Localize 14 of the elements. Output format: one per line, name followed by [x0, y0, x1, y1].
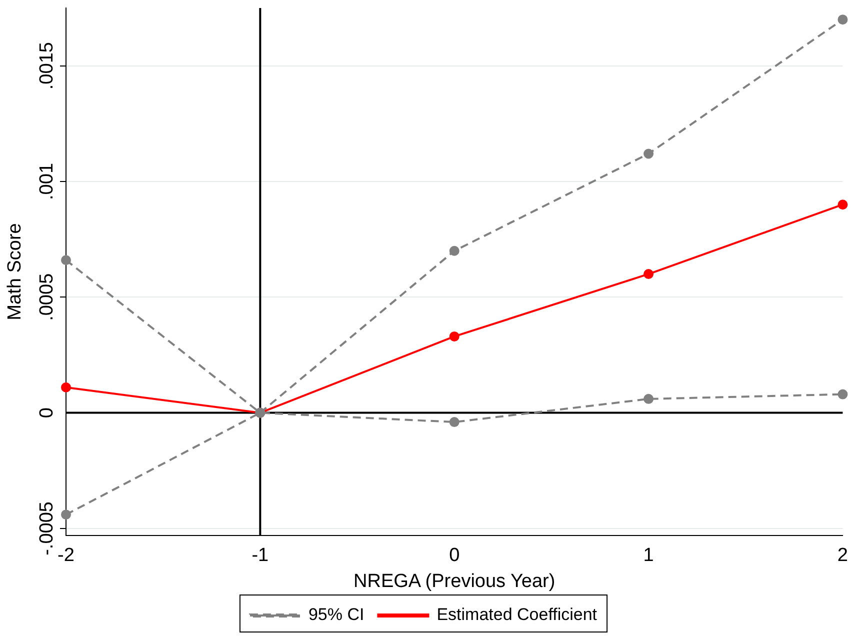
y-tick-label: 0 — [36, 408, 58, 418]
y-tick-label: .0005 — [36, 273, 58, 321]
x-tick-label: 1 — [643, 545, 654, 566]
x-tick-label: 2 — [837, 545, 848, 566]
y-tick-label: .0015 — [36, 42, 58, 90]
x-axis-title: NREGA (Previous Year) — [354, 570, 556, 592]
x-tick-label: -1 — [252, 545, 269, 566]
x-tick-label: 0 — [449, 545, 460, 566]
y-axis-title: Math Score — [4, 223, 26, 320]
x-tick-label: -2 — [58, 545, 74, 566]
y-tick-label: -.0005 — [36, 502, 58, 556]
legend-label: 95% CI — [308, 605, 364, 624]
y-tick-label: .001 — [36, 162, 58, 200]
legend-label: Estimated Coefficient — [436, 605, 598, 624]
